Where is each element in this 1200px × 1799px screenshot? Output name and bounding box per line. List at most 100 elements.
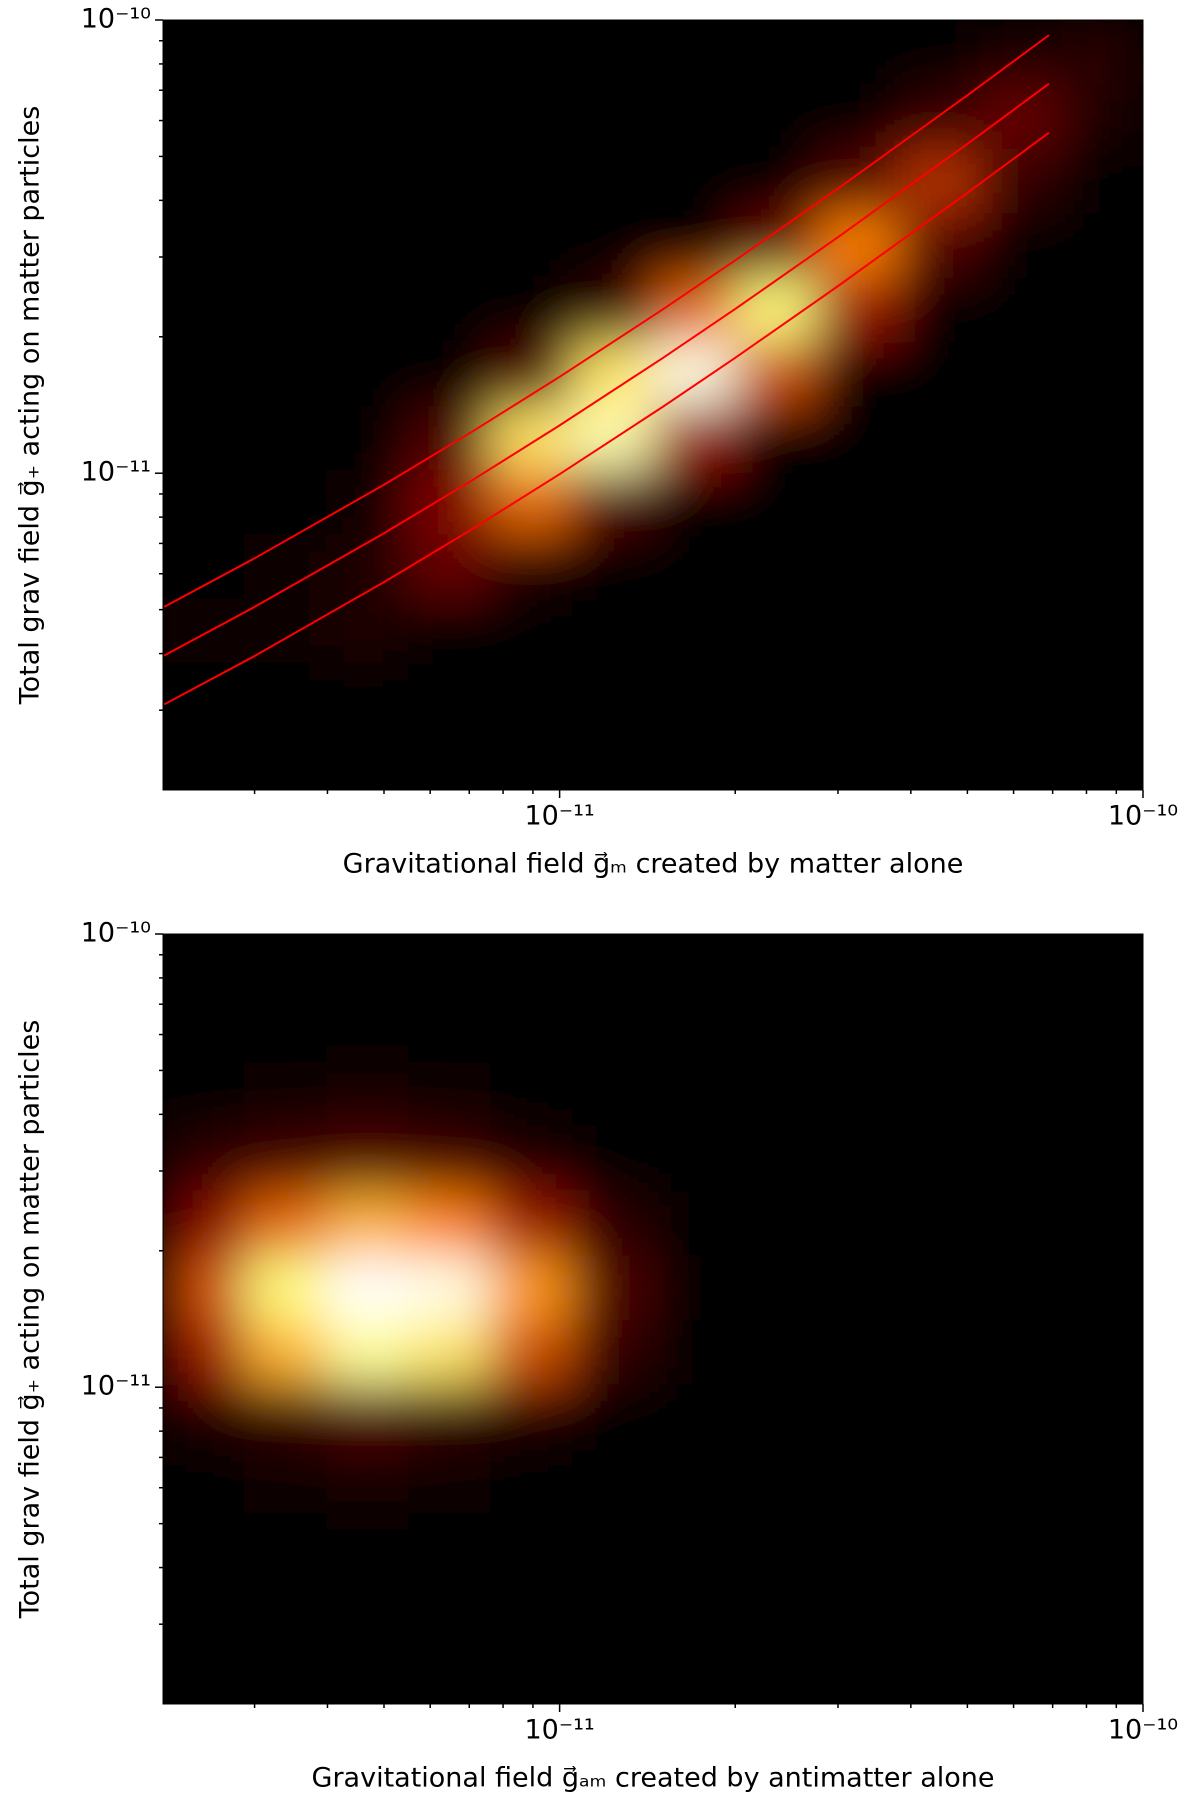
heatmap-cell <box>653 533 736 599</box>
x-tick-label: 10⁻¹⁰ <box>1108 1715 1178 1746</box>
heatmap-cell <box>815 1190 899 1256</box>
heatmap-cell <box>163 1511 245 1577</box>
heatmap-cell <box>815 533 899 599</box>
y-tick-label: 10⁻¹⁰ <box>81 4 151 35</box>
heatmap-cell <box>326 1576 409 1641</box>
heatmap-cell <box>489 934 573 999</box>
heatmap-cell <box>571 662 655 727</box>
heatmap-cell <box>408 340 491 407</box>
heatmap-cell <box>489 662 573 727</box>
heatmap-cell <box>653 1062 736 1128</box>
heatmap-cell <box>897 597 981 663</box>
heatmap-cell <box>571 1511 655 1577</box>
x-axis-label: Gravitational field g⃗ₘ created by matte… <box>343 849 964 880</box>
heatmap-cell <box>326 405 409 470</box>
curve <box>163 34 1050 608</box>
heatmap-cell <box>244 20 327 85</box>
heatmap-cell <box>244 1447 327 1513</box>
x-tick-label: 10⁻¹⁰ <box>1108 801 1178 832</box>
heatmap-cell <box>571 1383 655 1449</box>
heatmap-cell <box>897 20 981 85</box>
heatmap-cell <box>489 340 573 407</box>
heatmap-cell <box>244 1126 327 1192</box>
heatmap-cell <box>244 1511 327 1577</box>
heatmap-cell <box>163 340 245 407</box>
heatmap-cell <box>408 84 491 149</box>
heatmap-cell <box>408 405 491 470</box>
heatmap-cell <box>408 1062 491 1128</box>
heatmap-cell <box>163 1126 245 1192</box>
heatmap-cell <box>408 148 491 214</box>
heatmap-cell <box>571 1576 655 1641</box>
heatmap-cell <box>1061 1511 1143 1577</box>
heatmap-cell <box>163 1576 245 1641</box>
heatmap-cell <box>244 148 327 214</box>
heatmap-cell <box>489 1254 573 1321</box>
heatmap-cell <box>815 1576 899 1641</box>
heatmap-cell <box>163 276 245 342</box>
heatmap-cell <box>1061 1447 1143 1513</box>
heatmap-cell <box>735 20 817 85</box>
heatmap-cell <box>653 1511 736 1577</box>
heatmap-cell <box>326 340 409 407</box>
heatmap-cell <box>163 1447 245 1513</box>
heatmap-cell <box>326 1126 409 1192</box>
heatmap-cell <box>1061 84 1143 149</box>
heatmap-cell <box>815 934 899 999</box>
heatmap-cell <box>489 1639 573 1704</box>
heatmap-cell <box>979 597 1062 663</box>
heatmap-cell <box>897 1062 981 1128</box>
heatmap-cell <box>408 1383 491 1449</box>
heatmap-cell <box>489 725 573 790</box>
heatmap-cell <box>735 1639 817 1704</box>
heatmap-cell <box>408 1126 491 1192</box>
heatmap-cell <box>897 1639 981 1704</box>
heatmap-cell <box>1061 1190 1143 1256</box>
heatmap-cell <box>571 20 655 85</box>
heatmap-cell <box>489 212 573 278</box>
heatmap-cell <box>735 1190 817 1256</box>
heatmap-cell <box>897 725 981 790</box>
y-tick-label: 10⁻¹⁰ <box>81 918 151 949</box>
heatmap-cell <box>815 340 899 407</box>
heatmap-cell <box>897 1126 981 1192</box>
heatmap-cell <box>1061 1319 1143 1384</box>
heatmap-cell <box>489 998 573 1063</box>
heatmap-cell <box>326 1383 409 1449</box>
heatmap-cell <box>489 1511 573 1577</box>
heatmap-cell <box>653 1254 736 1321</box>
heatmap-cell <box>735 1254 817 1321</box>
heatmap-cell <box>1061 533 1143 599</box>
heatmap-cell <box>408 276 491 342</box>
heatmap-cell <box>735 469 817 535</box>
heatmap-cell <box>163 1062 245 1128</box>
heatmap-cell <box>735 1319 817 1384</box>
heatmap-cell <box>163 533 245 599</box>
heatmap-cell <box>735 934 817 999</box>
heatmap-cell <box>815 662 899 727</box>
heatmap-cell <box>1061 405 1143 470</box>
heatmap-cell <box>979 148 1062 214</box>
heatmap-cell <box>1061 725 1143 790</box>
heatmap-cell <box>489 1190 573 1256</box>
heatmap-cell <box>815 1511 899 1577</box>
heatmap-cell <box>979 1511 1062 1577</box>
heatmap-cell <box>653 725 736 790</box>
heatmap-cell <box>979 1190 1062 1256</box>
heatmap-cell <box>163 469 245 535</box>
heatmap-cell <box>163 662 245 727</box>
heatmap-cell <box>979 1126 1062 1192</box>
heatmap-cell <box>326 1254 409 1321</box>
heatmap-cell <box>163 20 245 85</box>
heatmap-cell <box>815 405 899 470</box>
heatmap-cell <box>571 340 655 407</box>
heatmap-cell <box>1061 469 1143 535</box>
heatmap-cell <box>244 1254 327 1321</box>
heatmap-cell <box>163 998 245 1063</box>
heatmap-cell <box>489 533 573 599</box>
heatmap-cell <box>326 934 409 999</box>
heatmap-cell <box>408 662 491 727</box>
heatmap-cell <box>244 340 327 407</box>
heatmap-cell <box>326 1511 409 1577</box>
heatmap-cell <box>979 405 1062 470</box>
